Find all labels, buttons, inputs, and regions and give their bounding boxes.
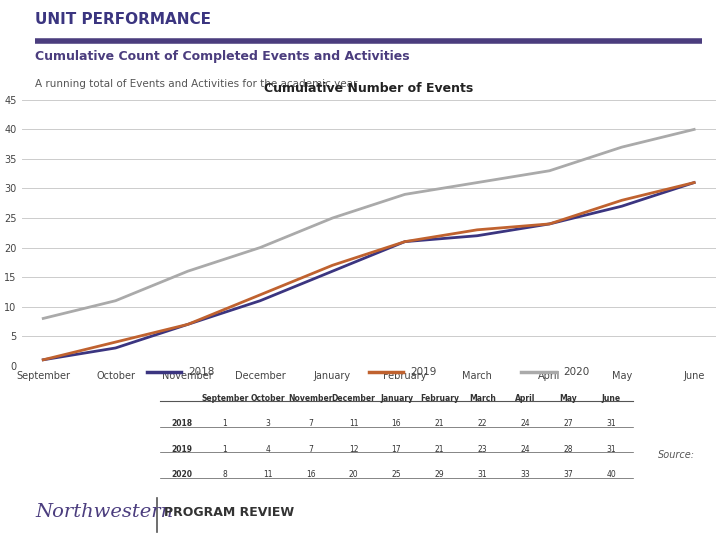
Text: 2019: 2019 [410,367,437,377]
Text: 7: 7 [308,419,313,428]
Text: January: January [380,394,413,403]
Text: 25: 25 [392,470,401,480]
Text: 2019: 2019 [171,445,192,454]
Text: Cumulative Count of Completed Events and Activities: Cumulative Count of Completed Events and… [35,50,410,63]
Text: A running total of Events and Activities for the academic year: A running total of Events and Activities… [35,79,358,89]
Text: April: April [515,394,536,403]
Text: December: December [332,394,375,403]
Text: 31: 31 [606,445,616,454]
Text: November: November [289,394,333,403]
Text: 29: 29 [435,470,444,480]
Text: 11: 11 [348,419,359,428]
Text: 24: 24 [521,419,530,428]
Text: 31: 31 [477,470,487,480]
Text: February: February [420,394,459,403]
Text: 2020: 2020 [563,367,590,377]
Text: 2020: 2020 [171,470,192,480]
Text: 28: 28 [563,445,573,454]
Text: Source:: Source: [658,450,695,460]
Text: Northwestern: Northwestern [35,503,174,522]
Text: June: June [601,394,621,403]
Text: 22: 22 [477,419,487,428]
Text: September: September [201,394,248,403]
Text: 40: 40 [606,470,616,480]
Text: 27: 27 [563,419,573,428]
Text: 24: 24 [521,445,530,454]
Text: 17: 17 [392,445,401,454]
Text: 16: 16 [392,419,401,428]
Text: 2018: 2018 [188,367,215,377]
Text: 31: 31 [606,419,616,428]
Text: 1: 1 [222,419,227,428]
Text: 8: 8 [222,470,227,480]
Text: March: March [469,394,496,403]
Text: 3: 3 [265,419,270,428]
Text: May: May [559,394,577,403]
Text: October: October [251,394,285,403]
Text: 20: 20 [348,470,359,480]
Text: 21: 21 [435,419,444,428]
Text: 11: 11 [263,470,272,480]
Text: 21: 21 [435,445,444,454]
Text: 23: 23 [477,445,487,454]
Text: 33: 33 [521,470,530,480]
Text: 12: 12 [348,445,359,454]
Text: 16: 16 [306,470,315,480]
Text: UNIT PERFORMANCE: UNIT PERFORMANCE [35,12,212,27]
Text: 2018: 2018 [171,419,192,428]
Text: 7: 7 [308,445,313,454]
Text: PROGRAM REVIEW: PROGRAM REVIEW [164,506,294,519]
Title: Cumulative Number of Events: Cumulative Number of Events [264,82,473,94]
Text: 4: 4 [265,445,270,454]
Text: 1: 1 [222,445,227,454]
Text: 37: 37 [563,470,573,480]
